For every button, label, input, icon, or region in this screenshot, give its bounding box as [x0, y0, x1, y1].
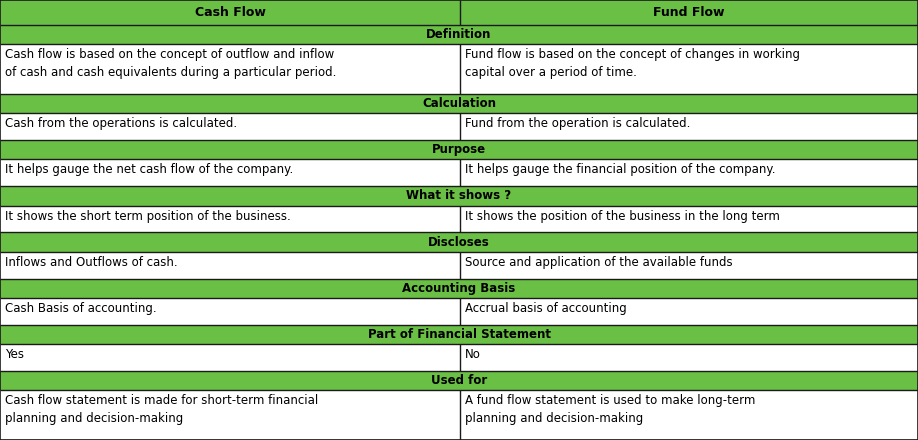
Text: Calculation: Calculation	[422, 97, 496, 110]
Bar	[460, 344, 918, 371]
Text: A fund flow statement is used to make long-term
planning and decision-making: A fund flow statement is used to make lo…	[465, 394, 756, 425]
Text: Cash flow is based on the concept of outflow and inflow
of cash and cash equival: Cash flow is based on the concept of out…	[5, 48, 336, 79]
Bar	[0, 159, 460, 187]
Text: It shows the short term position of the business.: It shows the short term position of the …	[5, 209, 291, 223]
Bar	[460, 298, 918, 325]
Text: Accounting Basis: Accounting Basis	[402, 282, 516, 295]
Text: Used for: Used for	[431, 374, 487, 387]
Text: Cash from the operations is calculated.: Cash from the operations is calculated.	[5, 117, 237, 130]
Bar	[0, 279, 918, 298]
Bar	[0, 44, 460, 94]
Bar	[460, 252, 918, 279]
Text: Source and application of the available funds: Source and application of the available …	[465, 256, 733, 269]
Text: Cash Basis of accounting.: Cash Basis of accounting.	[5, 302, 157, 315]
Bar	[0, 252, 460, 279]
Bar	[0, 94, 918, 114]
Text: Cash flow statement is made for short-term financial
planning and decision-makin: Cash flow statement is made for short-te…	[5, 394, 319, 425]
Bar	[0, 390, 460, 440]
Bar	[0, 371, 918, 390]
Bar	[0, 325, 918, 344]
Text: Fund flow is based on the concept of changes in working
capital over a period of: Fund flow is based on the concept of cha…	[465, 48, 800, 79]
Bar	[0, 114, 460, 140]
Bar	[460, 44, 918, 94]
Text: It helps gauge the net cash flow of the company.: It helps gauge the net cash flow of the …	[5, 164, 293, 176]
Text: Yes: Yes	[5, 348, 24, 361]
Text: What it shows ?: What it shows ?	[407, 190, 511, 202]
Bar	[0, 187, 918, 205]
Text: Discloses: Discloses	[428, 235, 490, 249]
Text: Purpose: Purpose	[432, 143, 486, 156]
Bar	[460, 114, 918, 140]
Bar	[0, 0, 460, 25]
Text: Fund from the operation is calculated.: Fund from the operation is calculated.	[465, 117, 690, 130]
Bar	[0, 25, 918, 44]
Bar	[460, 390, 918, 440]
Bar	[0, 232, 918, 252]
Text: Part of Financial Statement: Part of Financial Statement	[367, 328, 551, 341]
Bar	[0, 205, 460, 232]
Bar	[460, 159, 918, 187]
Bar	[460, 0, 918, 25]
Bar	[0, 140, 918, 159]
Text: Accrual basis of accounting: Accrual basis of accounting	[465, 302, 627, 315]
Text: It helps gauge the financial position of the company.: It helps gauge the financial position of…	[465, 164, 776, 176]
Text: Inflows and Outflows of cash.: Inflows and Outflows of cash.	[5, 256, 177, 269]
Bar	[0, 298, 460, 325]
Text: It shows the position of the business in the long term: It shows the position of the business in…	[465, 209, 779, 223]
Text: Definition: Definition	[426, 28, 492, 41]
Text: Cash Flow: Cash Flow	[195, 6, 265, 19]
Bar	[460, 205, 918, 232]
Bar	[0, 344, 460, 371]
Text: No: No	[465, 348, 481, 361]
Text: Fund Flow: Fund Flow	[654, 6, 724, 19]
